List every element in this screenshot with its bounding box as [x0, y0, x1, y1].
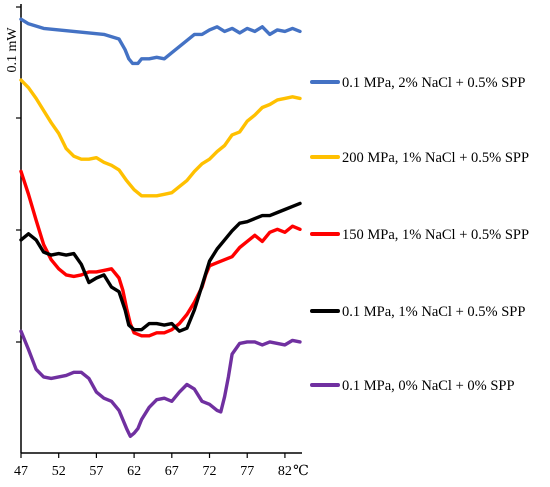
series-line-4	[19, 201, 302, 333]
x-tick-label: 77	[240, 464, 254, 479]
axes: 47 52 57 62 67 72 77 82 ℃	[14, 4, 309, 479]
y-axis-scale-label: 0.1 mW	[5, 27, 20, 73]
legend-label: 0.1 MPa, 0% NaCl + 0% SPP	[342, 378, 515, 394]
x-tick-label: 47	[14, 464, 28, 479]
x-tick-label: 57	[89, 464, 103, 479]
legend-label: 0.1 MPa, 1% NaCl + 0.5% SPP	[342, 304, 525, 320]
x-tick-label: 67	[165, 464, 179, 479]
x-tick-label: 62	[127, 464, 141, 479]
x-axis-unit: ℃	[293, 464, 309, 479]
series-line-1	[19, 17, 302, 66]
legend-label: 200 MPa, 1% NaCl + 0.5% SPP	[342, 150, 529, 166]
series-line-5	[19, 329, 302, 438]
series-lines	[19, 17, 302, 438]
x-tick-label: 72	[203, 464, 217, 479]
legend: 0.1 MPa, 2% NaCl + 0.5% SPP 200 MPa, 1% N…	[310, 75, 529, 394]
series-line-2	[19, 78, 302, 198]
x-tick-label: 52	[52, 464, 66, 479]
legend-label: 0.1 MPa, 2% NaCl + 0.5% SPP	[342, 75, 525, 91]
x-tick-label: 82	[278, 464, 292, 479]
legend-label: 150 MPa, 1% NaCl + 0.5% SPP	[342, 227, 529, 243]
series-line-3	[19, 169, 302, 338]
